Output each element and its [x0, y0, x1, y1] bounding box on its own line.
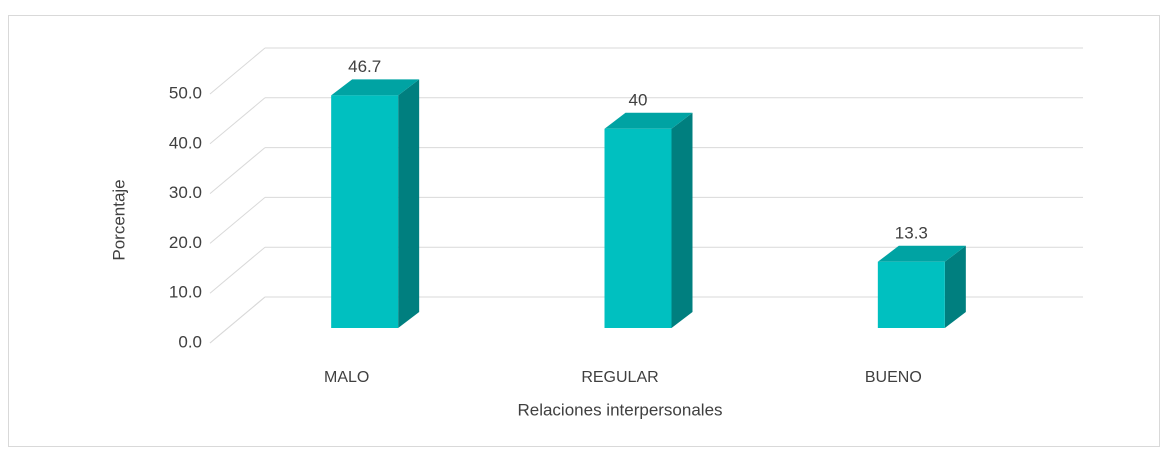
bar [331, 79, 420, 329]
bar-side [944, 245, 966, 328]
bar [604, 112, 693, 328]
y-axis-title: Porcentaje [109, 179, 128, 260]
bar-top [331, 79, 420, 96]
y-tick-label: 0.0 [178, 332, 202, 351]
y-tick-label: 30.0 [169, 183, 202, 202]
bar-front [331, 95, 399, 329]
bar-top [604, 112, 693, 129]
y-tick-label: 40.0 [169, 133, 202, 152]
data-label: 13.3 [895, 223, 928, 242]
y-tick-label: 50.0 [169, 83, 202, 102]
y-tick-label: 10.0 [169, 283, 202, 302]
x-tick-label: MALO [324, 369, 369, 386]
bar-side [671, 112, 693, 328]
side-grid-line [209, 97, 266, 145]
side-grid-line [209, 246, 266, 294]
data-label: 40 [629, 90, 648, 109]
x-tick-label: BUENO [865, 369, 922, 386]
x-tick-label: REGULAR [581, 369, 658, 386]
bar [877, 245, 966, 328]
x-axis-title: Relaciones interpersonales [517, 400, 722, 419]
side-grid-line [209, 296, 266, 344]
data-label: 46.7 [348, 57, 381, 76]
side-grid-line [209, 197, 266, 244]
bar-front [604, 128, 672, 328]
bar-side [398, 79, 420, 329]
y-tick-label: 20.0 [169, 233, 202, 252]
bar-front [877, 261, 945, 328]
side-grid-line [209, 47, 266, 95]
bar-top [877, 245, 966, 262]
side-grid-line [209, 147, 266, 194]
chart-border [8, 15, 1160, 447]
